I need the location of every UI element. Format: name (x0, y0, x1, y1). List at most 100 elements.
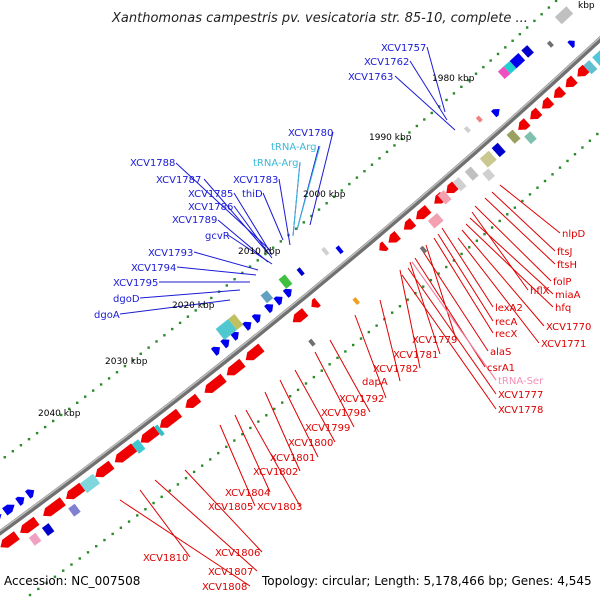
gene-label[interactable]: XCV1782 (373, 364, 418, 375)
kbp-label: 2040 kbp (38, 409, 81, 419)
gene-label[interactable]: XCV1763 (348, 72, 393, 83)
callout-line (279, 379, 319, 458)
scale-dot (225, 284, 229, 287)
gene-label[interactable]: XCV1795 (113, 278, 158, 289)
gene-features (0, 6, 600, 548)
scale-dot (119, 526, 123, 529)
gene-label[interactable]: XCV1783 (233, 175, 278, 186)
gene-label[interactable]: XCV1810 (143, 553, 188, 564)
gene-label[interactable]: XCV1778 (498, 405, 543, 416)
gene-label[interactable]: lexA2 (495, 303, 523, 314)
gene-label[interactable]: XCV1771 (541, 339, 586, 350)
scale-dot (496, 52, 500, 56)
gene-label[interactable]: XCV1770 (546, 322, 591, 333)
gene-label[interactable]: XCV1806 (215, 548, 260, 559)
scale-dot (518, 32, 522, 36)
callout-line (433, 237, 494, 334)
gene-label[interactable]: XCV1780 (288, 128, 333, 139)
gene-label[interactable]: tRNA-Ser (498, 376, 544, 387)
callout-line (292, 161, 301, 237)
gene-label[interactable]: folP (553, 277, 571, 288)
gene-label[interactable]: ftsH (557, 260, 577, 271)
gene-box-olive (506, 129, 521, 144)
scale-dot (543, 179, 547, 183)
scale-dot (296, 388, 300, 392)
scale-dot (558, 166, 562, 169)
callout-line (294, 369, 336, 443)
scale-dot (123, 364, 127, 368)
gene-label[interactable]: hflX (530, 286, 550, 297)
callout-line (262, 192, 284, 241)
callout-line (278, 178, 291, 246)
gene-label[interactable]: XCV1779 (412, 335, 457, 346)
scale-dot (474, 72, 478, 75)
gene-label[interactable]: XCV1802 (253, 467, 298, 478)
scale-dot (310, 214, 313, 218)
gene-label[interactable]: ftsJ (557, 247, 572, 258)
scale-dot (554, 0, 558, 3)
reverse-gene-arrow (292, 308, 309, 323)
gene-label[interactable]: tRNA-Arg (271, 142, 316, 153)
gene-label[interactable]: XCV1808 (202, 582, 247, 593)
gene-label[interactable]: XCV1804 (225, 488, 270, 499)
gene-label[interactable]: miaA (555, 290, 581, 301)
forward-gene-arrow (220, 339, 230, 349)
gene-label[interactable]: XCV1785 (188, 189, 233, 200)
callout-line (379, 299, 401, 382)
gene-label[interactable]: XCV1799 (305, 423, 350, 434)
gene-label[interactable]: dgoA (94, 310, 120, 321)
scale-dot (294, 227, 298, 230)
gene-label[interactable]: recX (495, 329, 518, 340)
scale-dot (19, 443, 23, 447)
gene-label[interactable]: XCV1777 (498, 390, 543, 401)
gene-label[interactable]: hfq (555, 303, 571, 314)
gene-label[interactable]: dapA (362, 377, 388, 388)
gene-label[interactable]: XCV1787 (156, 175, 201, 186)
gene-label[interactable]: XCV1762 (364, 57, 409, 68)
gene-label[interactable]: XCV1803 (257, 502, 302, 513)
callout-line (119, 299, 231, 315)
scale-dot (139, 352, 142, 356)
gene-label[interactable]: XCV1793 (148, 248, 193, 259)
gene-label[interactable]: gcvR (205, 231, 230, 242)
reverse-gene-arrow (530, 107, 543, 120)
scale-dot (35, 431, 39, 435)
gene-label[interactable]: nlpD (562, 229, 585, 240)
scale-dot (490, 226, 494, 229)
gene-label[interactable]: XCV1789 (172, 215, 217, 226)
gene-box-blue (296, 267, 305, 277)
reverse-gene-arrow (565, 75, 578, 88)
scale-dot (192, 470, 196, 474)
scale-dot (115, 371, 119, 374)
gene-label[interactable]: dgoD (113, 294, 140, 305)
gene-box-cyan (215, 319, 237, 340)
scale-dot (460, 85, 463, 89)
gene-label[interactable]: XCV1757 (381, 43, 426, 54)
gene-label[interactable]: XCV1807 (208, 567, 253, 578)
gene-label[interactable]: XCV1781 (393, 350, 438, 361)
gene-label[interactable]: XCV1798 (321, 408, 366, 419)
callout-line (401, 274, 497, 410)
gene-box-pink (427, 213, 444, 229)
scale-dot (217, 451, 220, 455)
scale-dot (176, 483, 180, 486)
gene-label[interactable]: XCV1788 (130, 158, 175, 169)
gene-label[interactable]: XCV1786 (188, 202, 233, 213)
scale-dot (144, 508, 147, 511)
scale-dot (370, 163, 374, 166)
gene-box-pink (437, 190, 452, 205)
gene-box-blue (41, 523, 55, 536)
gene-label[interactable]: tRNA-Arg (253, 158, 298, 169)
callout-line (296, 145, 321, 231)
gene-label[interactable]: XCV1801 (270, 453, 315, 464)
gene-label[interactable]: recA (495, 317, 518, 328)
gene-label[interactable]: thiD (242, 189, 263, 200)
scale-dot (248, 265, 252, 268)
gene-label[interactable]: alaS (490, 347, 511, 358)
gene-label[interactable]: XCV1794 (131, 263, 176, 274)
gene-label[interactable]: XCV1805 (208, 502, 253, 513)
gene-label[interactable]: XCV1792 (339, 394, 384, 405)
gene-label[interactable]: XCV1800 (288, 438, 333, 449)
gene-label[interactable]: csrA1 (487, 363, 515, 374)
